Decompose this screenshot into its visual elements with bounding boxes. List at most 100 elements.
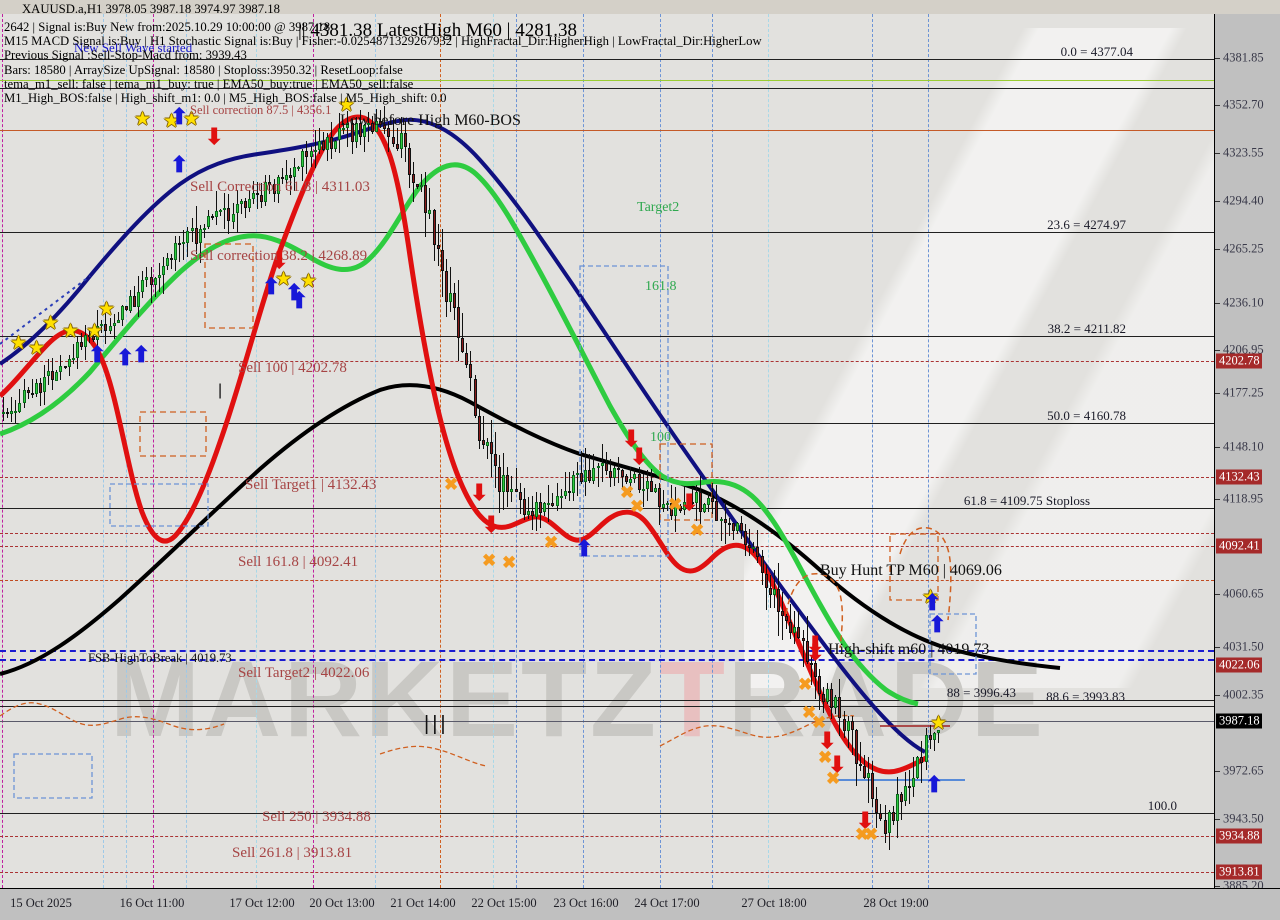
price-tick-label: 4031.50	[1223, 639, 1264, 654]
chart-annotation-label: Target2	[637, 200, 680, 215]
candle-body	[232, 214, 235, 222]
time-tick-label: 24 Oct 17:00	[634, 896, 700, 910]
price-tick-mark	[1215, 886, 1220, 887]
candle-body	[920, 757, 923, 763]
price-level-badge[interactable]: 4022.06	[1216, 657, 1262, 673]
candle-wick	[651, 469, 652, 492]
time-scale[interactable]: 15 Oct 2025 16 Oct 11:00 17 Oct 12:00 20 Oc…	[0, 888, 1280, 920]
candle-body	[695, 492, 698, 503]
candle-body	[301, 151, 304, 167]
price-tick-mark	[1215, 201, 1220, 202]
price-tick-mark	[1215, 771, 1220, 772]
candle-body	[178, 243, 181, 245]
tick-group-marker: |||	[424, 713, 449, 735]
candle-body	[781, 611, 784, 616]
candle-wick	[384, 106, 385, 134]
price-scale[interactable]: 4381.85 4352.70 4323.55 4294.40 4265.25 4236.…	[1214, 14, 1280, 893]
candle-body	[560, 496, 563, 498]
price-level-line	[0, 80, 1214, 81]
chart-annotation-label: Sell 161.8 | 4092.41	[238, 554, 359, 570]
candle-body	[461, 338, 464, 352]
candle-body	[273, 184, 276, 194]
candle-wick	[552, 493, 553, 507]
chart-annotation-label: Sell correction 87.5 | 4356.1	[190, 103, 332, 117]
candle-body	[908, 786, 911, 788]
tick-marker-single: |	[218, 382, 226, 399]
candle-wick	[880, 804, 881, 821]
candle-body	[203, 228, 206, 230]
price-level-badge[interactable]: 4092.41	[1216, 538, 1262, 554]
candle-wick	[692, 488, 693, 509]
candle-wick	[684, 486, 685, 515]
candle-body	[625, 476, 628, 482]
candle-body	[556, 496, 559, 506]
candle-body	[654, 488, 657, 492]
price-level-badge[interactable]: 3934.88	[1216, 828, 1262, 844]
candle-body	[498, 467, 501, 492]
candle-body	[773, 589, 776, 595]
buy-arrow-icon: ⬆	[290, 288, 309, 313]
session-divider-line	[493, 14, 494, 888]
candle-body	[154, 278, 157, 285]
candle-body	[822, 694, 825, 702]
buy-signal-star: ★	[183, 109, 201, 130]
buy-signal-star: ★	[275, 269, 293, 290]
candle-body	[715, 501, 718, 521]
candle-body	[748, 545, 751, 548]
candle-body	[830, 689, 833, 708]
candle-body	[96, 326, 99, 340]
candle-body	[338, 128, 341, 140]
price-level-badge[interactable]: 4132.43	[1216, 469, 1262, 485]
price-level-badge[interactable]: 3987.18	[1216, 713, 1262, 729]
price-tick-label: 4118.95	[1223, 491, 1264, 506]
candle-body	[293, 167, 296, 177]
candle-body	[355, 123, 358, 142]
candle-wick	[581, 451, 582, 484]
candle-body	[494, 454, 497, 466]
candle-body	[621, 470, 624, 477]
candle-body	[638, 474, 641, 490]
candle-body	[31, 393, 34, 395]
candle-wick	[93, 329, 94, 342]
candle-body	[371, 123, 374, 132]
fibonacci-level-label: 88.6 = 3993.83	[1046, 689, 1125, 704]
sell-arrow-icon: ⬇	[630, 444, 649, 469]
buy-arrow-icon: ⬆	[285, 280, 304, 305]
exit-marker-icon: ✖	[864, 825, 879, 844]
price-level-badge[interactable]: 3913.81	[1216, 864, 1262, 880]
candle-body	[564, 491, 567, 496]
indicator-overlay	[0, 114, 1061, 799]
candle-wick	[73, 344, 74, 364]
price-level-line	[0, 130, 1214, 131]
candle-body	[937, 730, 940, 733]
candle-body	[875, 799, 878, 813]
sell-arrow-icon: ⬇	[806, 640, 825, 665]
candle-wick	[155, 277, 156, 297]
candle-wick	[811, 656, 812, 685]
candle-wick	[663, 490, 664, 512]
session-divider-line	[375, 14, 376, 888]
candle-body	[47, 371, 50, 376]
chart-annotation-label: Sell Correction 61.8 | 4311.03	[190, 179, 370, 195]
candle-body	[137, 292, 140, 307]
header-line-4: Bars: 18580 | ArraySize UpSignal: 18580 …	[4, 62, 403, 77]
candle-body	[383, 125, 386, 129]
candle-body	[359, 123, 362, 137]
fibonacci-level-label: 61.8 = 4109.75 Stoploss	[963, 493, 1090, 508]
buy-signal-star: ★	[28, 338, 46, 359]
candle-body	[256, 193, 259, 195]
candle-body	[904, 786, 907, 801]
candle-wick	[516, 468, 517, 492]
session-divider-line	[2, 14, 3, 888]
candle-body	[572, 475, 575, 493]
candle-body	[523, 499, 526, 515]
candle-wick	[368, 112, 369, 142]
candle-body	[268, 182, 271, 185]
chart-plot-area[interactable]: MARKETZTRADE	[0, 14, 1214, 888]
price-level-badge[interactable]: 4202.78	[1216, 353, 1262, 369]
candle-body	[39, 383, 42, 393]
sell-arrow-icon: ⬇	[818, 728, 837, 753]
candle-body	[27, 390, 30, 393]
candle-wick	[622, 469, 623, 488]
candle-body	[23, 390, 26, 403]
